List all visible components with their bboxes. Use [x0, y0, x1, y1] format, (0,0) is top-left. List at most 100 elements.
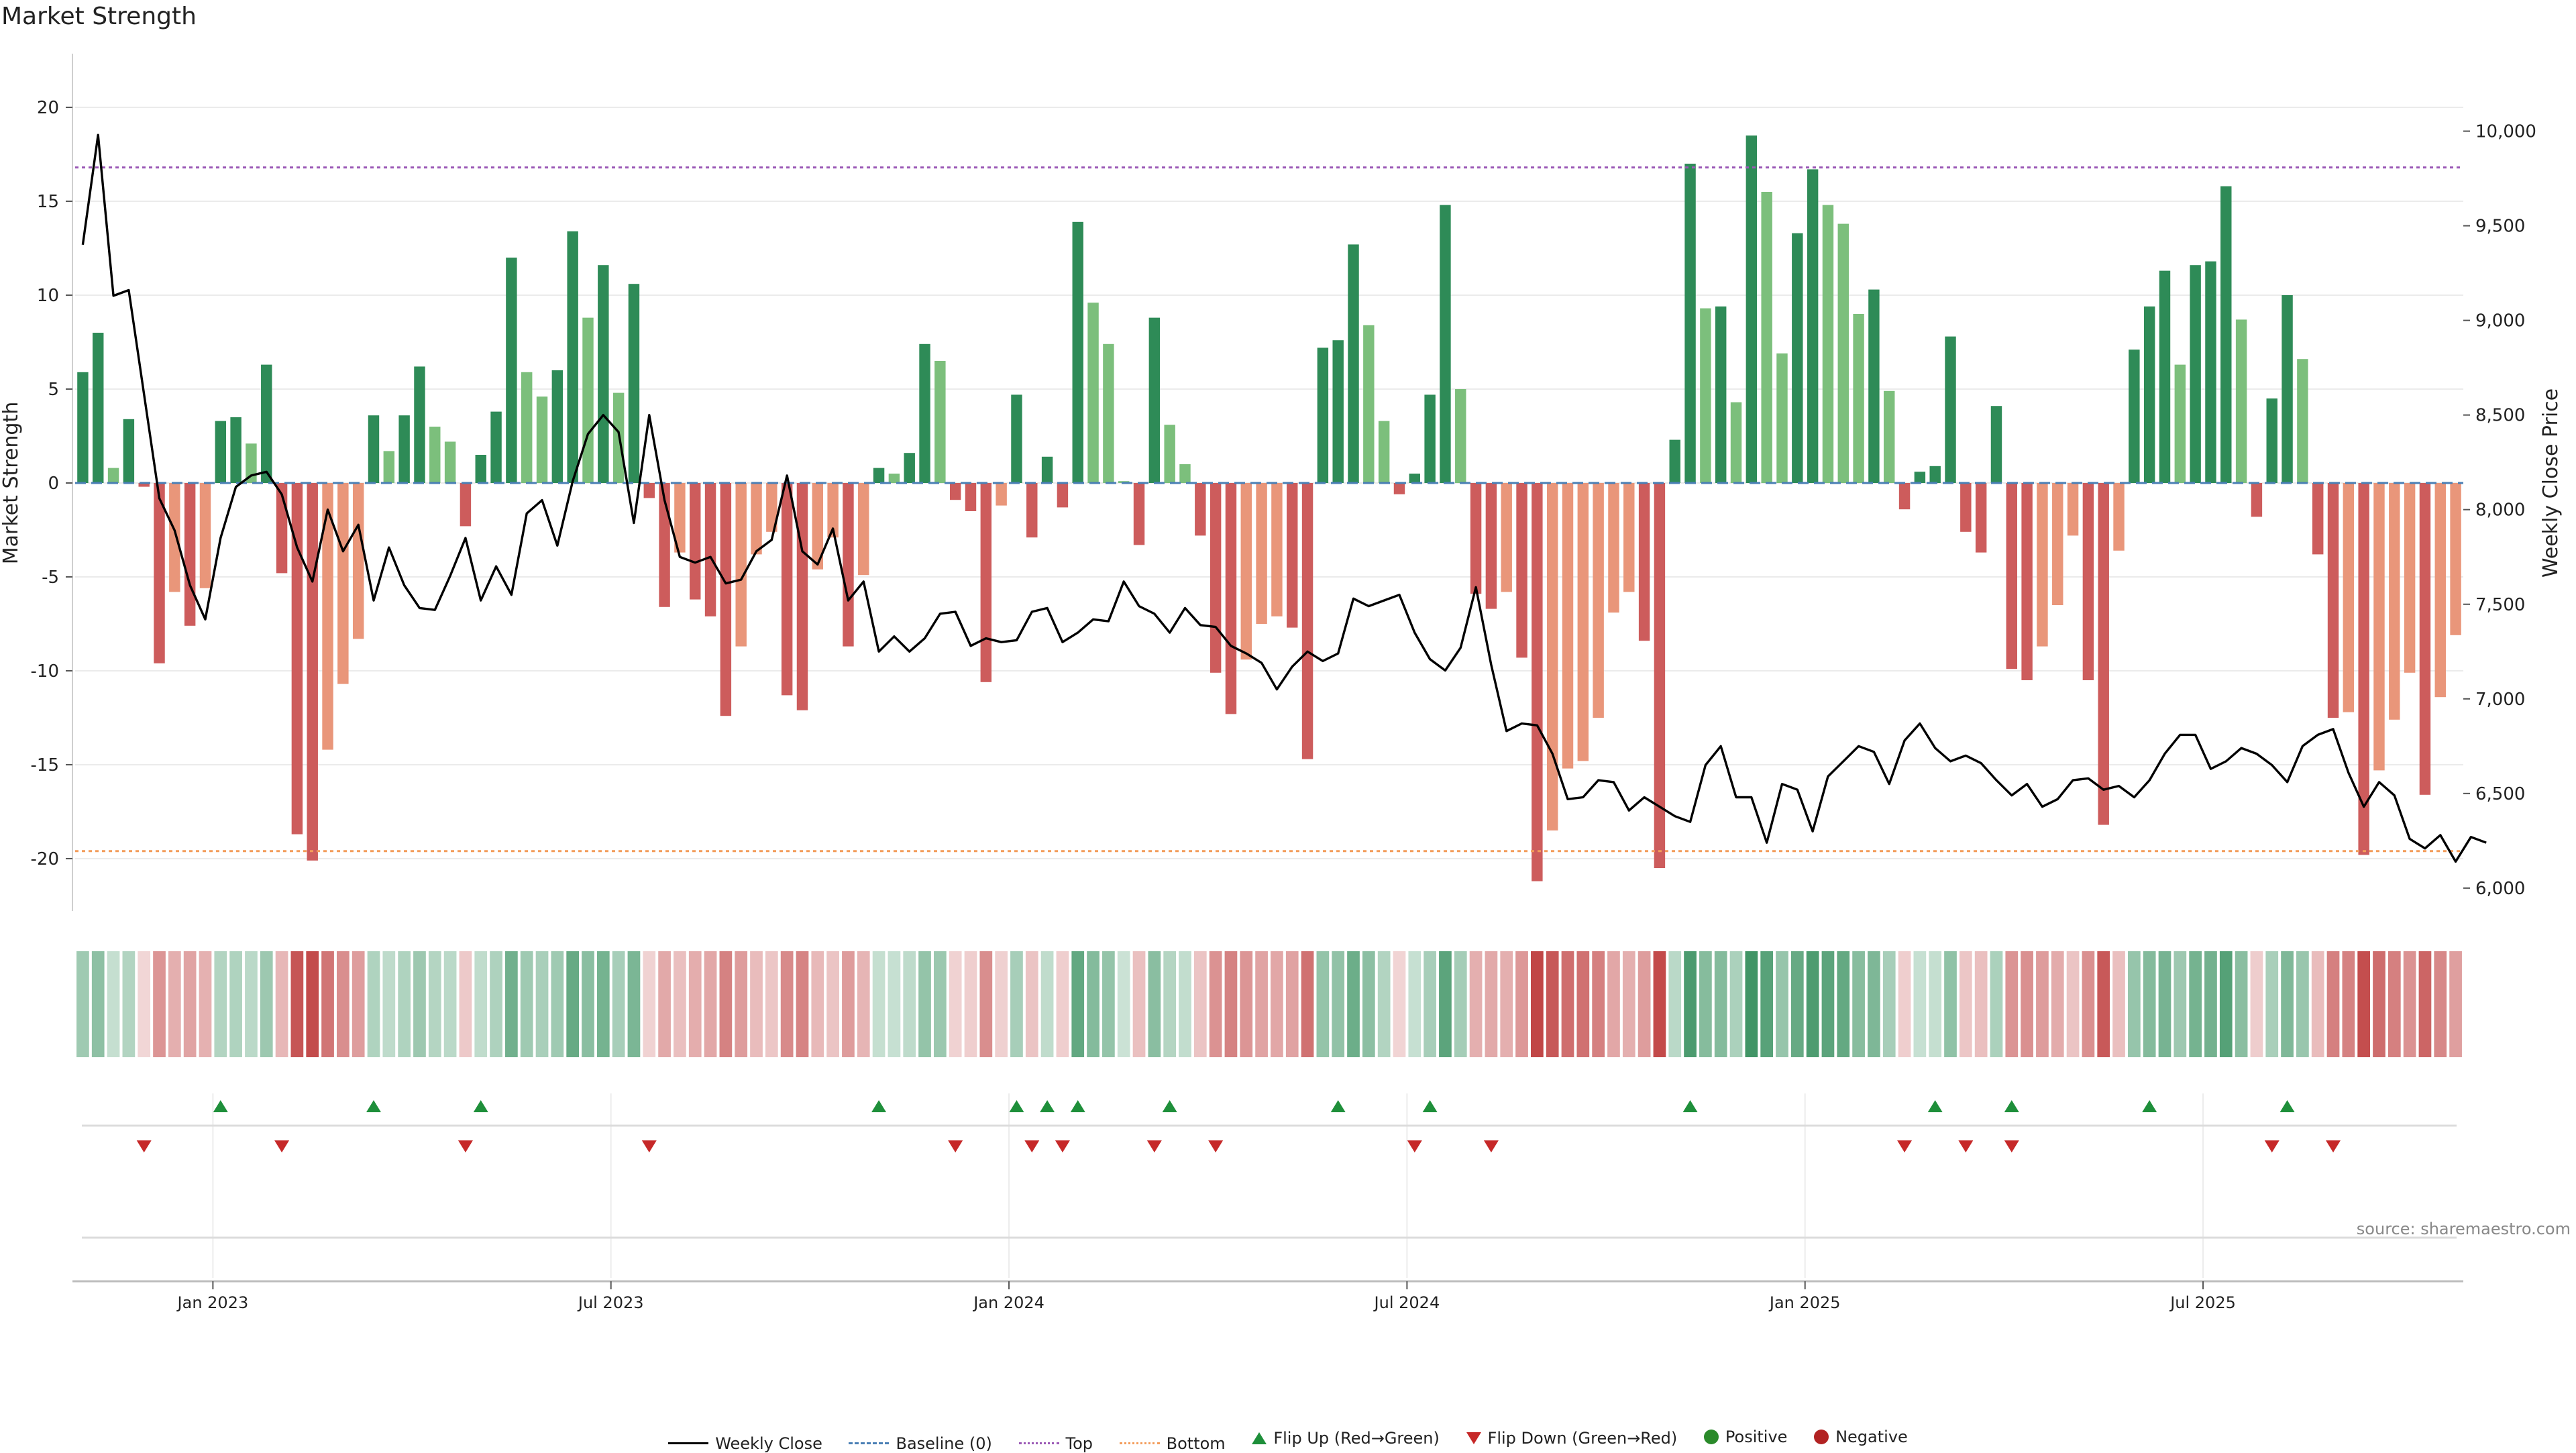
heat-cell — [138, 951, 151, 1057]
strength-bar — [123, 419, 135, 483]
flip-up-marker — [2279, 1100, 2295, 1112]
y2-tick-label: 10,000 — [2475, 122, 2536, 142]
heat-cell — [1699, 951, 1712, 1057]
heat-cell — [888, 951, 901, 1057]
strength-bar — [1776, 353, 1788, 483]
heat-cell — [2326, 951, 2340, 1057]
heat-cell — [2250, 951, 2263, 1057]
heat-cell — [382, 951, 396, 1057]
flip-down-marker — [641, 1140, 657, 1152]
strength-bar — [1011, 394, 1022, 483]
strength-bar — [598, 265, 609, 483]
strength-bar — [2129, 349, 2140, 483]
grid-lines — [75, 107, 2463, 1278]
y-tick-label: -20 — [31, 849, 59, 869]
dotted-line-swatch-icon — [1119, 1442, 1160, 1444]
heat-cell — [1760, 951, 1774, 1057]
heat-cell — [1454, 951, 1467, 1057]
strength-bar — [996, 483, 1007, 506]
legend-label: Top — [1065, 1434, 1093, 1453]
heat-cell — [1148, 951, 1161, 1057]
heat-cell — [443, 951, 457, 1057]
heat-cell — [582, 951, 594, 1057]
strength-bar — [337, 483, 349, 684]
heat-cell — [949, 951, 962, 1057]
x-tick-label: Jan 2024 — [972, 1293, 1044, 1312]
y2-tick-label: 6,000 — [2475, 879, 2525, 899]
strength-bar — [1271, 483, 1283, 616]
strength-bar — [1746, 136, 1758, 483]
strength-bar — [1057, 483, 1069, 508]
strength-bar — [230, 417, 241, 483]
heat-cell — [2418, 951, 2432, 1057]
flip-down-marker — [1483, 1140, 1499, 1152]
flip-down-marker — [1055, 1140, 1070, 1152]
strength-bar — [827, 483, 839, 538]
strength-bar — [1532, 483, 1543, 881]
strength-bar — [506, 258, 517, 483]
flip-down-marker — [1024, 1140, 1040, 1152]
heat-strip — [76, 951, 2462, 1057]
strength-bar — [291, 483, 303, 835]
heat-cell — [918, 951, 931, 1057]
strength-bar — [567, 231, 578, 483]
flip-down-marker — [136, 1140, 152, 1152]
strength-bar — [2358, 483, 2369, 855]
heat-cell — [1806, 951, 1819, 1057]
flip-up-marker — [366, 1100, 381, 1112]
strength-bar — [1148, 317, 1161, 483]
strength-bar — [2159, 270, 2171, 483]
flip-down-marker — [1897, 1140, 1913, 1152]
heat-cell — [1087, 951, 1099, 1057]
strength-bars — [77, 136, 2461, 881]
flip-markers — [82, 1100, 2457, 1239]
heat-cell — [2235, 951, 2248, 1057]
strength-bar — [1179, 464, 1191, 483]
heat-cell — [826, 951, 839, 1057]
strength-bar — [949, 483, 961, 500]
heat-cell — [2434, 951, 2447, 1057]
heat-cell — [1469, 951, 1483, 1057]
strength-bar — [1103, 343, 1114, 483]
flip-up-marker — [1330, 1100, 1346, 1112]
strength-bar — [1470, 483, 1482, 594]
strength-bar — [2404, 483, 2416, 673]
strength-bar — [107, 468, 119, 483]
strength-bar — [1424, 394, 1436, 483]
heat-cell — [2097, 951, 2110, 1057]
heat-cell — [1393, 951, 1406, 1057]
heat-cell — [765, 951, 778, 1057]
y-tick-label: 5 — [48, 380, 59, 400]
strength-bar — [919, 343, 930, 483]
heat-cell — [2373, 951, 2385, 1057]
strength-bar — [93, 333, 104, 483]
strength-bar — [2082, 483, 2094, 680]
heat-cell — [2051, 951, 2064, 1057]
strength-bar — [536, 396, 548, 483]
strength-bar — [1195, 483, 1206, 536]
strength-bar — [1455, 389, 1466, 483]
axes: 20 15 10 5 0 -5 -10 -15 -20 10,000 9,500 9,000 8,500… — [0, 54, 2563, 1312]
y2-tick-label: 8,000 — [2475, 500, 2525, 521]
heat-cell — [398, 951, 411, 1057]
strength-bar — [1761, 192, 1772, 483]
strength-bar — [1164, 425, 1175, 483]
strength-bar — [2235, 319, 2247, 483]
y2-tick-label: 6,500 — [2475, 784, 2525, 804]
strength-bar — [1929, 466, 1941, 483]
heat-cell — [1929, 951, 1942, 1057]
heat-cell — [1271, 951, 1283, 1057]
strength-bar — [1654, 483, 1666, 868]
heat-cell — [1408, 951, 1421, 1057]
heat-cell — [122, 951, 136, 1057]
heat-cell — [1821, 951, 1835, 1057]
strength-bar — [904, 453, 915, 483]
heat-cell — [704, 951, 717, 1057]
strength-bar — [2037, 483, 2048, 647]
heat-cell — [2311, 951, 2324, 1057]
strength-bar — [843, 483, 854, 647]
legend-label: Negative — [1835, 1428, 1908, 1446]
heat-cell — [260, 951, 273, 1057]
strength-bar — [1087, 303, 1099, 483]
strength-bar — [1026, 483, 1038, 538]
